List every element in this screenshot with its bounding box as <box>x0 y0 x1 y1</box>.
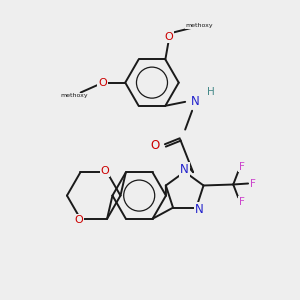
Text: N: N <box>180 163 189 176</box>
Text: F: F <box>250 178 256 188</box>
Text: O: O <box>74 215 83 225</box>
Text: O: O <box>98 78 107 88</box>
Text: O: O <box>164 32 173 42</box>
Text: O: O <box>101 167 110 176</box>
Text: N: N <box>191 95 200 108</box>
Text: F: F <box>239 162 245 172</box>
Text: methoxy: methoxy <box>185 23 213 28</box>
Text: O: O <box>151 139 160 152</box>
Text: N: N <box>195 203 204 216</box>
Text: F: F <box>239 197 245 207</box>
Text: methoxy: methoxy <box>60 93 88 98</box>
Text: H: H <box>207 87 215 97</box>
